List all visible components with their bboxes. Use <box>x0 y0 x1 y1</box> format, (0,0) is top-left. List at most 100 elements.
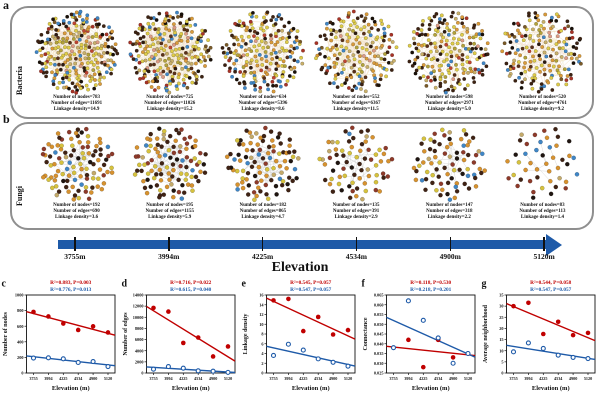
x-tick-label: 4534 <box>314 376 323 381</box>
data-point-bacteria <box>31 309 36 315</box>
data-point-fungi <box>90 358 96 365</box>
network-stat-line: Linkage density=4.7 <box>241 215 285 220</box>
x-tick-label: 3994 <box>404 376 413 381</box>
x-tick-label: 4225 <box>179 376 187 381</box>
network-stat-line: Number of nodes=83 <box>520 203 565 208</box>
data-point-fungi <box>555 352 561 358</box>
y-axis-label: Linkage density <box>243 314 249 355</box>
x-tick-label: 4534 <box>554 376 563 381</box>
fungi-network-graph-3755m <box>40 126 114 202</box>
network-stats: Number of nodes=192 Number of edges=690 Li… <box>53 203 100 221</box>
network-stats: Number of nodes=634 Number of edges=5396 L… <box>238 95 287 113</box>
network-stats: Number of nodes=195 Number of edges=1155 L… <box>145 203 194 221</box>
bacteria-network-graph-3755m <box>34 9 119 95</box>
network-stat-line: Number of nodes=520 <box>518 95 566 100</box>
elevation-tick-mark <box>168 237 170 251</box>
x-tick-label: 3994 <box>284 376 293 381</box>
elevation-tick-label: 3755m <box>64 252 86 261</box>
data-point-bacteria <box>301 328 306 334</box>
trend-line-fungi <box>26 355 116 367</box>
data-point-fungi <box>315 356 321 362</box>
chart-panel-e: e R²=0.545, P=0.057 R²=0.547, P=0.057 0 2 4 6 8… <box>240 277 360 400</box>
bacteria-network-cell-5120m: Number of nodes=520 Number of edges=4761 L… <box>496 9 589 116</box>
y-tick-label: 10 <box>259 322 263 327</box>
y-tick-label: 25 <box>499 315 503 320</box>
x-tick-label: 3755 <box>149 376 157 381</box>
data-point-fungi <box>570 354 576 360</box>
data-point-bacteria <box>526 300 531 306</box>
network-stat-line: Number of edges=4761 <box>518 101 567 106</box>
network-stat-line: Number of nodes=192 <box>53 203 101 208</box>
y-axis-label: Number of edges <box>123 312 129 356</box>
network-stat-line: Number of edges=5396 <box>238 101 288 106</box>
x-tick-label: 3755 <box>269 376 277 381</box>
data-point-bacteria <box>61 321 66 326</box>
elevation-arrow-bar <box>58 240 546 249</box>
r2-annotation-bacteria: R²=0.716, P=0.022 <box>170 280 212 286</box>
x-tick-label: 4225 <box>299 376 307 381</box>
y-tick-label: 8 <box>261 332 263 337</box>
network-stats: Number of nodes=147 Number of edges=318 Li… <box>426 203 473 221</box>
network-stat-line: Number of nodes=182 <box>239 203 287 208</box>
network-stat-line: Number of edges=6367 <box>331 101 381 106</box>
y-tick-label: 0 <box>141 371 143 376</box>
network-stat-line: Number of edges=865 <box>239 209 287 214</box>
chart-panel-g: g R²=0.544, P=0.058 R²=0.547, P=0.057 0 5 10 1… <box>480 277 600 400</box>
y-tick-label: 0.045 <box>374 332 384 337</box>
data-point-fungi <box>510 349 517 355</box>
y-axis-label: Connectance <box>363 317 369 350</box>
x-axis-label: Elevation (m) <box>532 385 570 392</box>
x-tick-label: 5120 <box>104 376 112 381</box>
x-tick-label: 3755 <box>29 376 37 381</box>
y-tick-label: 6000 <box>135 337 144 342</box>
network-stat-line: Number of nodes=552 <box>332 95 380 100</box>
r2-annotation-bacteria: R²=0.118, P=0.530 <box>410 280 451 286</box>
network-stat-line: Number of nodes=783 <box>53 95 101 100</box>
r2-annotation-fungi: R²=0.547, P=0.057 <box>290 287 332 293</box>
network-stat-line: Number of edges=391 <box>332 209 380 214</box>
fungi-network-cell-3994m: Number of nodes=195 Number of edges=1155 L… <box>123 125 216 227</box>
y-tick-label: 2000 <box>135 359 144 364</box>
y-tick-label: 0.050 <box>374 322 384 327</box>
chart-letter: f <box>362 279 366 290</box>
bacteria-group-label: Bacteria <box>15 66 24 95</box>
data-point-bacteria <box>90 324 96 329</box>
fungi-network-cell-4900m: Number of nodes=147 Number of edges=318 Li… <box>403 125 496 227</box>
fungi-group-label: Fungi <box>15 185 24 206</box>
charts-row: c R²=0.883, P=0.003 R²=0.776, P=0.013 0 200 4… <box>0 277 600 400</box>
elevation-tick-mark <box>261 237 264 251</box>
data-point-fungi <box>285 341 291 347</box>
y-tick-label: 30 <box>499 304 503 309</box>
chart-panel-c: c R²=0.883, P=0.003 R²=0.776, P=0.013 0 200 4… <box>0 277 120 400</box>
bacteria-network-graph-3994m <box>128 10 213 95</box>
network-stat-line: Linkage density=15.2 <box>146 107 193 112</box>
bacteria-network-graph-4225m <box>220 10 305 94</box>
elevation-tick-mark <box>74 237 76 251</box>
x-axis-label: Elevation (m) <box>52 385 90 392</box>
data-point-fungi <box>195 368 201 374</box>
data-point-fungi <box>345 363 351 369</box>
data-point-bacteria <box>585 330 591 336</box>
data-point-bacteria <box>570 332 576 338</box>
elevation-tick-mark <box>355 237 358 251</box>
trend-line-fungi <box>386 316 476 358</box>
fungi-network-row: Number of nodes=192 Number of edges=690 Li… <box>30 125 589 227</box>
y-tick-label: 600 <box>17 324 23 329</box>
data-point-bacteria <box>181 340 186 346</box>
data-point-fungi <box>300 347 306 353</box>
x-tick-label: 3994 <box>44 376 53 381</box>
x-tick-label: 4534 <box>194 376 203 381</box>
panel-b-letter: b <box>3 112 10 126</box>
network-stats: Number of nodes=83 Number of edges=113 Lin… <box>519 203 565 221</box>
trend-line-fungi <box>146 366 236 374</box>
data-point-fungi <box>525 340 531 346</box>
network-stat-line: Linkage density=5.9 <box>148 215 192 220</box>
x-tick-label: 3755 <box>509 376 517 381</box>
y-tick-label: 0 <box>501 371 503 376</box>
x-tick-label: 3994 <box>524 376 533 381</box>
data-point-bacteria <box>345 327 351 333</box>
trend-line-bacteria <box>266 297 356 340</box>
y-tick-label: 0.030 <box>374 361 384 366</box>
